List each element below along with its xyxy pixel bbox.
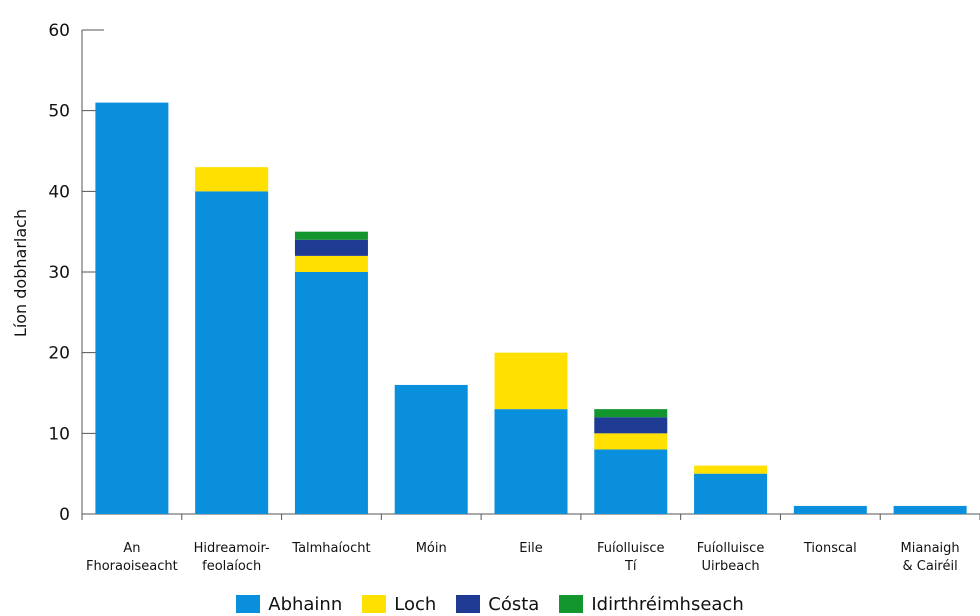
x-tick-label-line: Tionscal — [803, 541, 857, 556]
bar-segment-idirthréimhseach — [594, 409, 667, 417]
bar-segment-loch — [594, 433, 667, 449]
x-tick-label-line: Talmhaíocht — [291, 541, 370, 556]
bar-segment-idirthréimhseach — [295, 232, 368, 240]
x-tick-label: Fuíolluisce Tí — [597, 541, 665, 574]
legend: Abhainn Loch Cósta Idirthréimhseach — [0, 592, 980, 616]
legend-swatch — [559, 595, 583, 613]
x-tick-label: Talmhaíocht — [291, 541, 370, 556]
x-tick-label: Mianaigh & Cairéil — [901, 541, 960, 574]
legend-item: Abhainn — [236, 594, 342, 615]
bars — [95, 103, 966, 514]
x-tick-label-line: Tí — [624, 559, 637, 574]
bar-segment-loch — [195, 167, 268, 191]
y-tick-label: 60 — [48, 21, 70, 41]
bar-segment-abhainn — [295, 272, 368, 514]
legend-swatch — [456, 595, 480, 613]
x-tick-label-line: Fuíolluisce — [697, 541, 765, 556]
y-tick-label: 20 — [48, 344, 70, 364]
y-axis-title: Líon dobharlach — [11, 209, 30, 337]
bar-segment-cósta — [594, 417, 667, 433]
x-tick-label-line: feolaíoch — [202, 559, 261, 574]
bar-segment-abhainn — [894, 506, 967, 514]
legend-item: Loch — [362, 594, 436, 615]
bar-segment-abhainn — [594, 449, 667, 514]
legend-item: Idirthréimhseach — [559, 594, 743, 615]
legend-swatch — [362, 595, 386, 613]
x-tick-label: Eile — [519, 541, 542, 556]
y-tick-label: 40 — [48, 182, 70, 202]
x-tick-label-line: Fhoraoiseacht — [86, 559, 178, 574]
bar-segment-abhainn — [694, 474, 767, 514]
y-tick-label: 0 — [59, 505, 70, 525]
bar-segment-loch — [295, 256, 368, 272]
legend-swatch — [236, 595, 260, 613]
legend-label: Idirthréimhseach — [591, 594, 743, 615]
bar-segment-loch — [694, 466, 767, 474]
x-tick-label: An Fhoraoiseacht — [86, 541, 178, 574]
x-tick-label-line: Mianaigh — [901, 541, 960, 556]
x-tick-label: Fuíolluisce Uirbeach — [697, 541, 765, 574]
x-tick-label-line: Fuíolluisce — [597, 541, 665, 556]
x-tick-label-line: Eile — [519, 541, 542, 556]
x-axis: An Fhoraoiseacht Hidreamoir-feolaíoch Talmh… — [82, 514, 980, 574]
bar-segment-loch — [495, 353, 568, 409]
y-tick-label: 50 — [48, 102, 70, 122]
bar-segment-cósta — [295, 240, 368, 256]
x-tick-label-line: & Cairéil — [903, 559, 958, 574]
x-tick-label: Móin — [416, 541, 447, 556]
y-tick-label: 30 — [48, 263, 70, 283]
x-tick-label-line: Uirbeach — [702, 559, 760, 574]
legend-item: Cósta — [456, 594, 539, 615]
x-tick-label-line: Móin — [416, 541, 447, 556]
legend-label: Abhainn — [268, 594, 342, 615]
x-tick-label-line: Hidreamoir- — [194, 541, 270, 556]
bar-segment-abhainn — [794, 506, 867, 514]
y-tick-label: 10 — [48, 424, 70, 444]
x-tick-label: Tionscal — [803, 541, 857, 556]
legend-label: Cósta — [488, 594, 539, 615]
legend-label: Loch — [394, 594, 436, 615]
bar-segment-abhainn — [495, 409, 568, 514]
x-tick-label-line: An — [123, 541, 140, 556]
bar-segment-abhainn — [195, 191, 268, 514]
bar-segment-abhainn — [395, 385, 468, 514]
x-tick-label: Hidreamoir-feolaíoch — [194, 541, 270, 574]
bar-segment-abhainn — [95, 103, 168, 514]
